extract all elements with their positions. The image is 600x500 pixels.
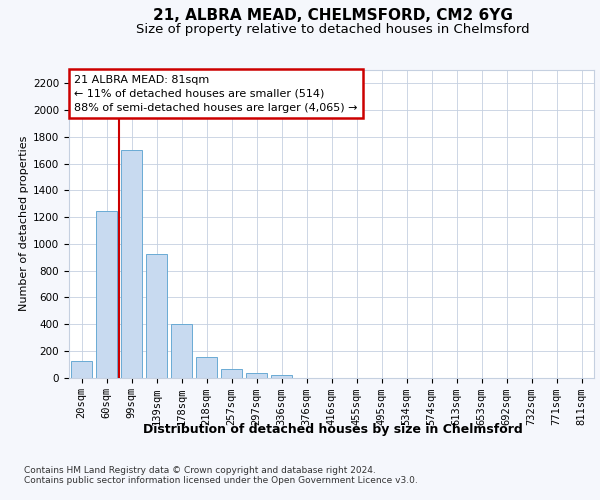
Bar <box>271 375 292 378</box>
Text: Contains public sector information licensed under the Open Government Licence v3: Contains public sector information licen… <box>24 476 418 485</box>
Y-axis label: Number of detached properties: Number of detached properties <box>19 136 29 312</box>
Bar <box>171 324 192 378</box>
Bar <box>246 373 267 378</box>
Bar <box>146 254 167 378</box>
Bar <box>121 150 142 378</box>
Text: Size of property relative to detached houses in Chelmsford: Size of property relative to detached ho… <box>136 22 530 36</box>
Bar <box>221 369 242 378</box>
Text: 21, ALBRA MEAD, CHELMSFORD, CM2 6YG: 21, ALBRA MEAD, CHELMSFORD, CM2 6YG <box>153 8 513 22</box>
Text: Distribution of detached houses by size in Chelmsford: Distribution of detached houses by size … <box>143 422 523 436</box>
Bar <box>71 362 92 378</box>
Bar <box>96 211 117 378</box>
Text: Contains HM Land Registry data © Crown copyright and database right 2024.: Contains HM Land Registry data © Crown c… <box>24 466 376 475</box>
Text: 21 ALBRA MEAD: 81sqm
← 11% of detached houses are smaller (514)
88% of semi-deta: 21 ALBRA MEAD: 81sqm ← 11% of detached h… <box>74 74 358 112</box>
Bar <box>196 358 217 378</box>
